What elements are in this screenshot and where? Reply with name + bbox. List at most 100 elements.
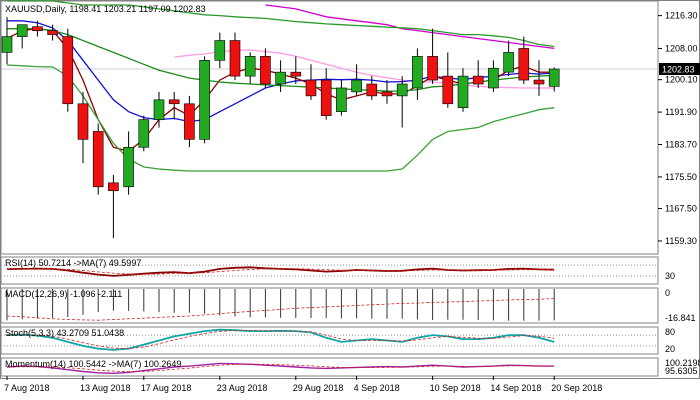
candle-body xyxy=(16,24,28,37)
candle xyxy=(518,36,530,85)
x-tick-label: 29 Aug 2018 xyxy=(293,383,344,393)
candle-body xyxy=(472,75,484,85)
outer-frame xyxy=(0,0,700,379)
candle-body xyxy=(351,79,362,93)
candle xyxy=(92,123,104,195)
y-tick-label: 1159.30 xyxy=(665,236,697,246)
candle xyxy=(153,91,165,128)
candle-body xyxy=(199,59,210,140)
indicator-tick-label: 0 xyxy=(665,288,670,298)
overlay-line xyxy=(6,64,555,172)
candle-body xyxy=(214,40,226,61)
x-tick-label: 4 Sep 2018 xyxy=(354,383,400,393)
indicator-line xyxy=(6,362,555,375)
candle xyxy=(108,174,119,239)
indicator-label: MACD(12,26,9) -1.096 -2.111 xyxy=(5,289,122,299)
candle-body xyxy=(123,146,134,188)
candle xyxy=(123,131,134,195)
candle-body xyxy=(77,103,89,140)
candle xyxy=(381,80,393,104)
candle-body xyxy=(184,103,195,140)
indicator-tick-label: 100.2198 xyxy=(665,358,700,368)
indicator-panel-frame xyxy=(0,326,659,355)
indicator-line xyxy=(7,268,555,275)
overlay-line xyxy=(265,4,555,50)
indicator-panel-frame xyxy=(0,256,659,285)
candle-body xyxy=(381,91,393,97)
candle xyxy=(427,28,438,85)
x-tick-label: 14 Sep 2018 xyxy=(490,383,541,393)
chart-title: XAUUSD,Daily, 1198.41 1203.21 1197.09 12… xyxy=(5,4,206,14)
indicator-line xyxy=(6,298,555,321)
candle-body xyxy=(1,36,13,53)
candle xyxy=(184,95,195,148)
candle xyxy=(275,60,286,92)
candle-body xyxy=(305,79,317,97)
candle-body xyxy=(32,26,43,31)
candle-body xyxy=(47,30,58,35)
x-tick-label: 17 Aug 2018 xyxy=(141,383,192,393)
candle xyxy=(472,60,484,88)
indicator-tick-label: 80 xyxy=(665,327,675,337)
last-price-box xyxy=(659,62,700,75)
candle xyxy=(16,24,28,49)
candle xyxy=(199,56,210,144)
candle xyxy=(351,64,362,96)
candle-body xyxy=(108,182,119,192)
candle-body xyxy=(244,56,256,77)
y-tick-label: 1175.50 xyxy=(665,172,697,182)
indicator-panel-frame xyxy=(0,357,659,377)
candle-body xyxy=(62,36,74,105)
candle xyxy=(290,56,302,85)
x-tick-label: 23 Aug 2018 xyxy=(217,383,268,393)
candle-body xyxy=(336,87,347,112)
indicator-line xyxy=(6,266,555,277)
main-plot-frame xyxy=(0,0,659,255)
candle xyxy=(260,48,271,88)
candle xyxy=(214,32,226,69)
y-tick-label: 1167.50 xyxy=(665,204,697,214)
indicator-label: Momentum(14) 100.5442 ->MA(7) 100.2649 xyxy=(5,359,181,369)
indicator-line xyxy=(6,363,555,373)
candle xyxy=(244,52,256,85)
candle xyxy=(533,60,545,96)
y-tick-label: 1200.10 xyxy=(665,75,698,85)
candle-body xyxy=(457,75,469,109)
x-tick-label: 7 Aug 2018 xyxy=(4,383,50,393)
candle-body xyxy=(320,79,332,116)
candle xyxy=(412,48,423,100)
candle xyxy=(1,16,13,65)
candle-body xyxy=(153,99,165,120)
candle xyxy=(47,24,58,41)
indicator-tick-label: -16.841 xyxy=(665,313,696,323)
candle xyxy=(138,115,150,152)
candle xyxy=(168,91,180,120)
candle-body xyxy=(396,83,408,97)
candle xyxy=(229,32,241,81)
candle-body xyxy=(290,71,302,77)
y-tick-label: 1191.90 xyxy=(665,107,697,117)
candle-body xyxy=(412,56,423,89)
candle xyxy=(457,68,469,112)
y-tick-label: 1216.30 xyxy=(665,11,698,21)
candle-body xyxy=(548,68,560,87)
x-tick-label: 13 Aug 2018 xyxy=(80,383,131,393)
candle xyxy=(62,28,74,112)
candle-body xyxy=(275,71,286,85)
candle xyxy=(488,60,499,92)
candle-body xyxy=(260,56,271,85)
candle-body xyxy=(138,119,150,148)
candle-body xyxy=(518,48,530,81)
indicator-label: RSI(14) 50.7214 ->MA(7) 49.5997 xyxy=(5,258,141,268)
last-price-label: 1202.83 xyxy=(662,64,695,74)
candle-body xyxy=(488,67,499,89)
indicator-tick-label: 20 xyxy=(665,344,675,354)
candle-body xyxy=(533,79,545,85)
candle xyxy=(305,64,317,100)
y-tick-label: 1208.00 xyxy=(665,43,698,53)
candle-body xyxy=(427,56,438,81)
candle xyxy=(548,67,560,92)
indicator-label: Stoch(5,3,3) 43.2709 51.0438 xyxy=(5,328,124,338)
candle xyxy=(336,80,347,116)
